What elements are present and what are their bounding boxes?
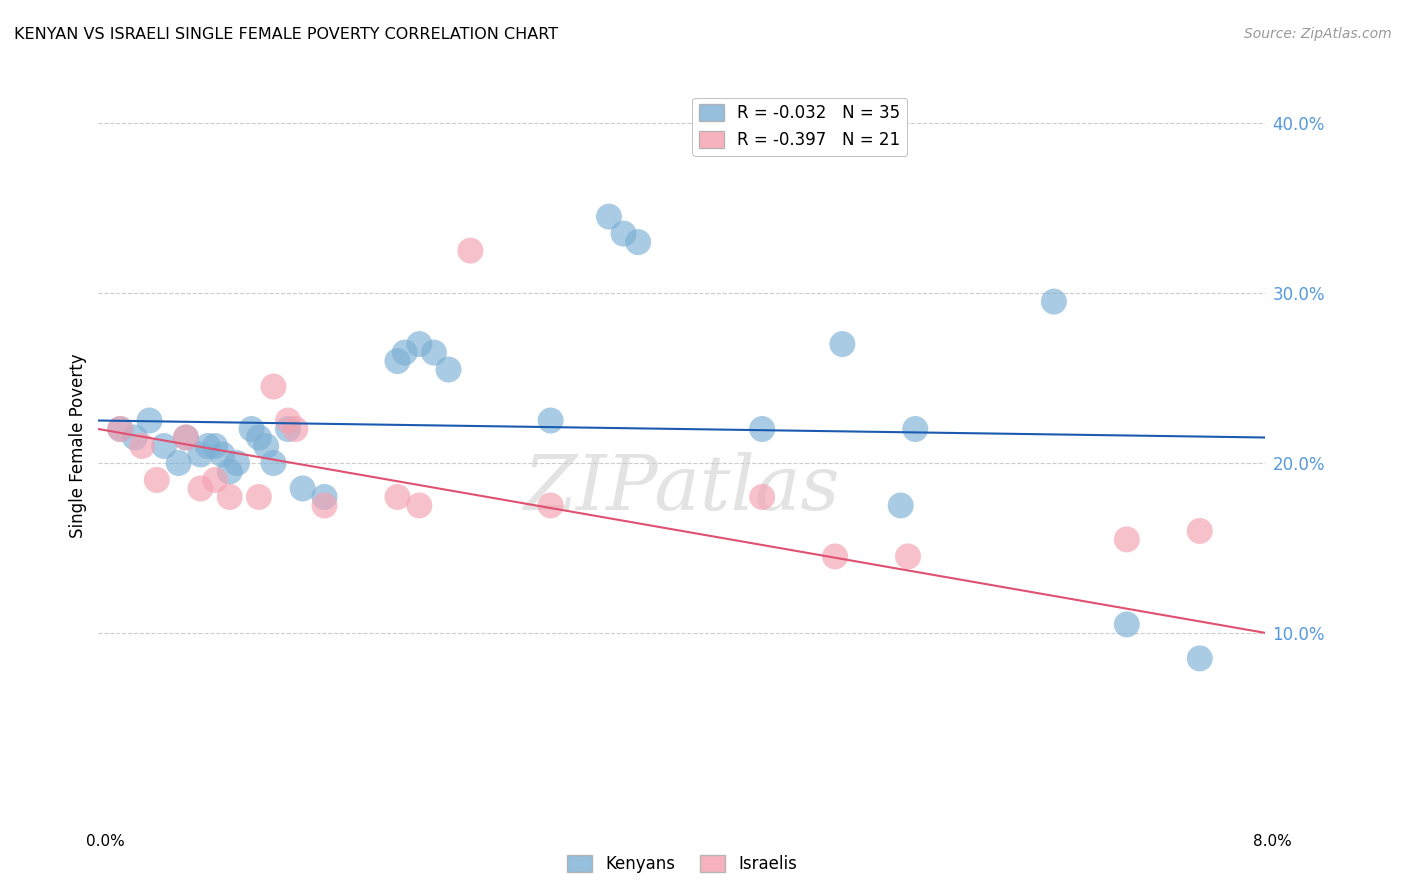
Point	[291, 482, 314, 496]
Point	[262, 379, 284, 393]
Point	[394, 345, 416, 359]
Point	[408, 337, 430, 351]
Point	[174, 430, 197, 444]
Text: 0.0%: 0.0%	[86, 834, 125, 849]
Point	[1188, 651, 1211, 665]
Text: ZIPatlas: ZIPatlas	[523, 452, 841, 525]
Point	[904, 422, 927, 436]
Point	[110, 422, 132, 436]
Point	[190, 448, 212, 462]
Text: KENYAN VS ISRAELI SINGLE FEMALE POVERTY CORRELATION CHART: KENYAN VS ISRAELI SINGLE FEMALE POVERTY …	[14, 27, 558, 42]
Point	[110, 422, 132, 436]
Point	[314, 499, 336, 513]
Point	[831, 337, 853, 351]
Point	[167, 456, 190, 470]
Text: Source: ZipAtlas.com: Source: ZipAtlas.com	[1244, 27, 1392, 41]
Point	[254, 439, 277, 453]
Point	[387, 354, 409, 368]
Legend: Kenyans, Israelis: Kenyans, Israelis	[560, 848, 804, 880]
Y-axis label: Single Female Poverty: Single Female Poverty	[69, 354, 87, 538]
Point	[1188, 524, 1211, 538]
Point	[897, 549, 920, 564]
Point	[218, 465, 240, 479]
Point	[277, 413, 299, 427]
Point	[124, 430, 146, 444]
Point	[613, 227, 636, 241]
Point	[190, 482, 212, 496]
Point	[247, 430, 270, 444]
Point	[627, 235, 650, 249]
Point	[174, 430, 197, 444]
Point	[226, 456, 249, 470]
Point	[540, 413, 562, 427]
Point	[284, 422, 307, 436]
Point	[1115, 533, 1137, 547]
Point	[247, 490, 270, 504]
Point	[598, 210, 620, 224]
Point	[138, 413, 160, 427]
Point	[153, 439, 176, 453]
Point	[751, 490, 773, 504]
Point	[204, 473, 226, 487]
Point	[540, 499, 562, 513]
Point	[277, 422, 299, 436]
Point	[1043, 294, 1066, 309]
Point	[218, 490, 240, 504]
Point	[890, 499, 912, 513]
Point	[146, 473, 169, 487]
Point	[1115, 617, 1137, 632]
Point	[423, 345, 446, 359]
Point	[824, 549, 846, 564]
Point	[240, 422, 263, 436]
Point	[131, 439, 153, 453]
Point	[460, 244, 482, 258]
Point	[408, 499, 430, 513]
Point	[197, 439, 219, 453]
Text: 8.0%: 8.0%	[1253, 834, 1292, 849]
Point	[314, 490, 336, 504]
Point	[751, 422, 773, 436]
Point	[262, 456, 284, 470]
Point	[437, 362, 460, 376]
Point	[211, 448, 233, 462]
Point	[204, 439, 226, 453]
Point	[387, 490, 409, 504]
